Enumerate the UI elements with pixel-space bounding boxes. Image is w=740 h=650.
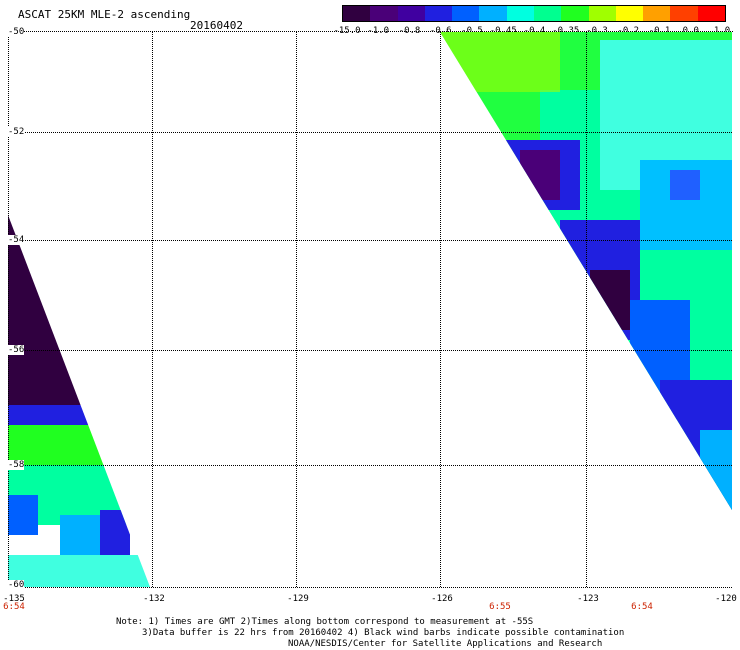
colorbar-segment: [343, 6, 371, 21]
gridline-lon: [296, 31, 297, 587]
gridline-lat: [8, 240, 732, 241]
note-line-2: 3)Data buffer is 22 hrs from 20160402 4)…: [142, 628, 625, 638]
colorbar-segment: [670, 6, 698, 21]
lat-label: -50: [8, 27, 25, 37]
product-title: ASCAT 25KM MLE-2 ascending: [18, 8, 191, 21]
colorbar-segment: [697, 6, 725, 21]
lat-label: -58: [8, 460, 25, 470]
lon-label: -129: [287, 594, 309, 604]
gridline-lon: [586, 31, 587, 587]
gridline-lat: [8, 350, 732, 351]
lat-label: -60: [8, 580, 25, 590]
note-line-3: NOAA/NESDIS/Center for Satellite Applica…: [288, 639, 603, 649]
gridline-lat: [8, 587, 732, 588]
lon-label: -120: [715, 594, 737, 604]
colorbar-segment: [370, 6, 398, 21]
time-label: 6:54: [3, 602, 25, 612]
colorbar-segment: [643, 6, 671, 21]
colorbar-segment: [561, 6, 589, 21]
colorbar-segment: [397, 6, 425, 21]
colorbar-segment: [588, 6, 616, 21]
lon-label: -132: [143, 594, 165, 604]
colorbar-segment: [506, 6, 534, 21]
time-label: 6:55: [489, 602, 511, 612]
lon-label: -126: [431, 594, 453, 604]
colorbar-segment: [533, 6, 562, 21]
lat-label: -54: [8, 235, 25, 245]
lon-label: -135: [3, 594, 25, 604]
gridline-lon: [440, 31, 441, 587]
colorbar-segment: [615, 6, 644, 21]
colorbar: [342, 5, 726, 22]
lat-label: -56: [8, 345, 25, 355]
gridline-lat: [8, 132, 732, 133]
plot-frame: [8, 31, 733, 588]
colorbar-segment: [424, 6, 453, 21]
time-label: 6:54: [631, 602, 653, 612]
colorbar-segment: [479, 6, 507, 21]
colorbar-segment: [452, 6, 480, 21]
gridline-lon: [152, 31, 153, 587]
note-line-1: Note: 1) Times are GMT 2)Times along bot…: [116, 617, 534, 627]
lon-label: -123: [577, 594, 599, 604]
gridline-lat: [8, 465, 732, 466]
product-date: 20160402: [190, 19, 243, 32]
lat-label: -52: [8, 127, 25, 137]
